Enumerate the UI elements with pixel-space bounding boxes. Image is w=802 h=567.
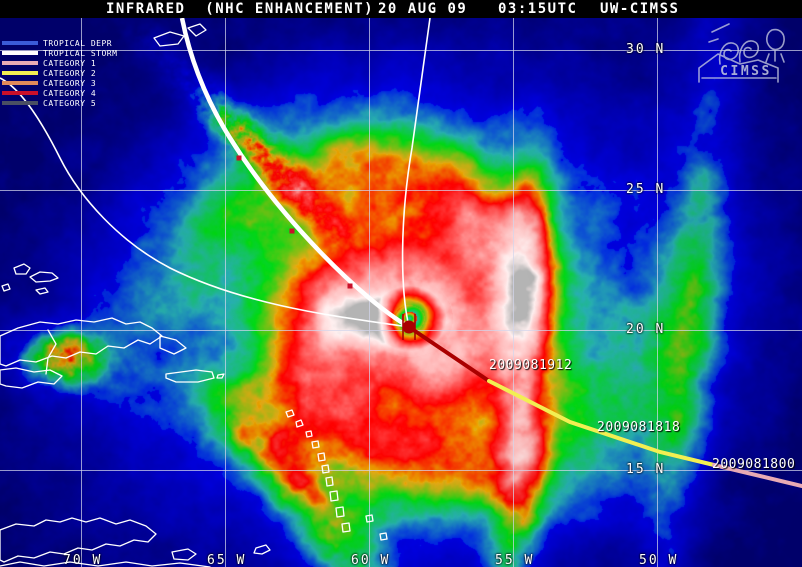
coastline-segment xyxy=(321,464,330,474)
coastline-segment xyxy=(325,476,334,487)
coastline-segment xyxy=(317,452,326,462)
forecast-track-left xyxy=(0,77,410,328)
coastline-segment xyxy=(29,271,59,283)
cimss-logo-text: CIMSS xyxy=(720,64,772,79)
latitude-gridline xyxy=(0,330,802,331)
coastline-segment xyxy=(159,335,187,355)
legend-row-0: TROPICAL DEPR xyxy=(2,38,117,48)
longitude-gridline xyxy=(369,18,370,567)
coastline-segment xyxy=(335,506,345,518)
coastline-segment xyxy=(311,440,320,449)
forecast-position-tick xyxy=(347,283,353,289)
legend-label: CATEGORY 3 xyxy=(43,78,97,88)
coastline-segment xyxy=(295,419,304,428)
latitude-label-3: 15 N xyxy=(626,462,666,477)
legend-swatch-icon xyxy=(2,41,38,45)
intensity-legend: TROPICAL DEPR TROPICAL STORM CATEGORY 1 CAT… xyxy=(2,38,117,108)
legend-row-5: CATEGORY 4 xyxy=(2,88,117,98)
latitude-label-0: 30 N xyxy=(626,42,666,57)
coastline-segment xyxy=(329,490,339,502)
coastline-segment xyxy=(1,283,11,292)
forecast-track-center xyxy=(179,18,411,329)
coastline-segment xyxy=(35,287,49,295)
legend-row-1: TROPICAL STORM xyxy=(2,48,117,58)
latitude-label-1: 25 N xyxy=(626,182,666,197)
legend-label: CATEGORY 4 xyxy=(43,88,97,98)
track-time-2009081800: 2009081800 xyxy=(712,457,796,472)
longitude-label-1: 65 W xyxy=(207,553,247,567)
legend-label: CATEGORY 1 xyxy=(43,58,97,68)
image-date: 20 AUG 09 xyxy=(378,1,468,17)
latitude-gridline xyxy=(0,470,802,471)
track-time-2009081912: 2009081912 xyxy=(489,358,573,373)
legend-swatch-icon xyxy=(2,91,38,95)
legend-label: TROPICAL DEPR xyxy=(43,38,113,48)
forecast-position-tick xyxy=(289,228,295,234)
coastline-segment xyxy=(45,329,57,375)
coastline-segment xyxy=(153,31,185,47)
longitude-label-4: 50 W xyxy=(639,553,679,567)
forecast-track-layer xyxy=(0,18,431,329)
longitude-gridline xyxy=(513,18,514,567)
infrared-cloud-imagery xyxy=(0,18,802,567)
coastline-segment xyxy=(341,522,351,533)
image-source: UW-CIMSS xyxy=(600,1,680,17)
coastline-segment xyxy=(305,430,313,438)
longitude-gridline xyxy=(225,18,226,567)
legend-row-2: CATEGORY 1 xyxy=(2,58,117,68)
coastline-segment xyxy=(165,369,215,383)
legend-row-4: CATEGORY 3 xyxy=(2,78,117,88)
satellite-imagery-panel: 30 N 25 N 20 N 15 N 70 W 65 W 60 W 55 W 50 W 200… xyxy=(0,18,802,567)
observed-track-segment-0 xyxy=(407,325,491,383)
legend-label: TROPICAL STORM xyxy=(43,48,118,58)
legend-label: CATEGORY 2 xyxy=(43,68,97,78)
longitude-label-2: 60 W xyxy=(351,553,391,567)
legend-row-3: CATEGORY 2 xyxy=(2,68,117,78)
legend-row-6: CATEGORY 5 xyxy=(2,98,117,108)
storm-center-layer xyxy=(402,314,416,340)
vector-overlay xyxy=(0,18,802,567)
cimss-logo: CIMSS xyxy=(698,23,785,83)
coastline-segment xyxy=(171,548,197,561)
header-bar: INFRARED (NHC ENHANCEMENT) 20 AUG 09 03:… xyxy=(0,0,802,18)
track-time-2009081818: 2009081818 xyxy=(597,420,681,435)
product-title: INFRARED (NHC ENHANCEMENT) xyxy=(106,1,375,17)
coastline-segment xyxy=(0,367,63,389)
current-position-marker xyxy=(402,320,416,334)
longitude-label-3: 55 W xyxy=(495,553,535,567)
coastline-segment xyxy=(0,517,157,563)
coastline-segment xyxy=(0,561,211,567)
coastline-segment xyxy=(13,263,31,275)
observed-track-layer xyxy=(407,325,802,488)
image-time: 03:15UTC xyxy=(498,1,578,17)
legend-swatch-icon xyxy=(2,101,38,105)
longitude-gridline xyxy=(657,18,658,567)
legend-swatch-icon xyxy=(2,61,38,65)
forecast-track-right xyxy=(401,18,431,328)
coastline-segment xyxy=(216,373,225,379)
observed-track-segment-2 xyxy=(712,463,802,488)
coastline-segment xyxy=(365,514,374,523)
latitude-gridline xyxy=(0,50,802,51)
forecast-position-tick xyxy=(236,155,242,161)
observed-track-segment-1 xyxy=(487,379,716,467)
coastline-segment xyxy=(285,409,295,418)
longitude-gridline xyxy=(81,18,82,567)
latitude-gridline xyxy=(0,190,802,191)
coastline-segment xyxy=(187,23,207,37)
coastline-layer xyxy=(0,23,388,567)
coastline-segment xyxy=(0,317,163,367)
legend-swatch-icon xyxy=(2,71,38,75)
coastline-segment xyxy=(253,544,271,555)
latitude-label-2: 20 N xyxy=(626,322,666,337)
legend-label: CATEGORY 5 xyxy=(43,98,97,108)
coastline-segment xyxy=(379,532,388,541)
legend-swatch-icon xyxy=(2,51,38,55)
legend-swatch-icon xyxy=(2,81,38,85)
